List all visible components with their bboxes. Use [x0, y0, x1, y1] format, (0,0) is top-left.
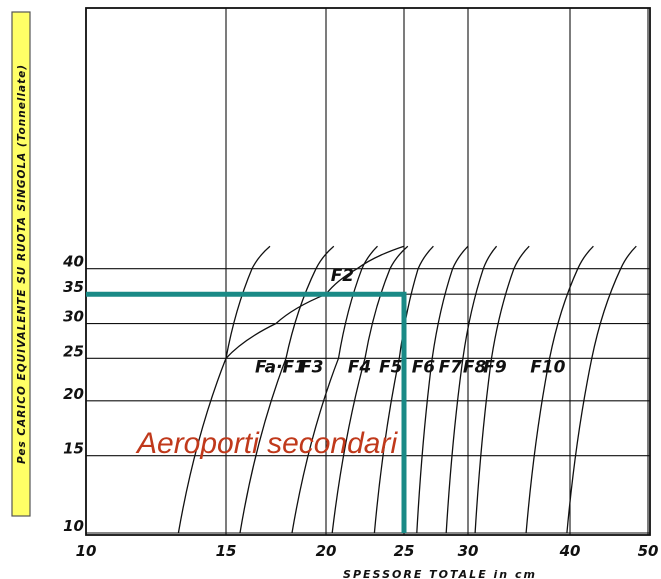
grid — [85, 7, 651, 536]
x-tick-label: 40 — [559, 542, 581, 560]
y-axis-label-box: Pes CARICO EQUIVALENTE SU RUOTA SINGOLA … — [11, 11, 31, 517]
series-line-f10 — [525, 245, 594, 534]
curve-label-fa-f1: Fa·F1 — [255, 358, 306, 378]
x-tick-label: 30 — [458, 542, 479, 560]
y-axis-label-background — [11, 11, 31, 517]
x-tick-label: 10 — [76, 542, 97, 560]
curve-label-f2: F2 — [331, 266, 354, 286]
x-tick-label: 50 — [638, 542, 659, 560]
series-line-f9 — [474, 245, 530, 534]
curve-label-f4: F4 — [348, 358, 371, 378]
curve-label-f9: F9 — [483, 358, 507, 378]
y-tick-label: 40 — [62, 253, 84, 271]
curve-label-f8: F8 — [463, 358, 487, 378]
series-line-f7 — [416, 245, 469, 534]
y-tick-label: 10 — [63, 517, 84, 535]
x-tick-label: 15 — [216, 542, 237, 560]
series-line-f5 — [331, 245, 409, 534]
y-tick-label: 15 — [63, 440, 84, 458]
highlight-path — [86, 291, 407, 533]
series-line-f8 — [445, 245, 498, 534]
y-tick-label: 35 — [63, 278, 84, 296]
series-line-fa-f1 — [177, 245, 271, 534]
series-line-f3 — [239, 245, 335, 534]
y-tick-label: 30 — [63, 308, 84, 326]
x-axis-label: SPESSORE TOTALE in cm — [343, 568, 537, 579]
x-tick-label: 25 — [394, 542, 415, 560]
curve-label-f7: F7 — [439, 358, 463, 378]
overlay-text: Aeroporti secondari — [135, 427, 398, 460]
y-axis-label: Pes CARICO EQUIVALENTE SU RUOTA SINGOLA … — [16, 64, 28, 464]
series-line-f2 — [225, 245, 405, 359]
tick-labels: 10 15 20 25 30 35 40 10 15 20 25 30 40 50 — [62, 253, 658, 560]
curve-label-f10: F10 — [530, 358, 565, 378]
curve-label-f6: F6 — [412, 358, 436, 378]
y-tick-label: 20 — [63, 385, 84, 403]
curve-label-f3: F3 — [300, 358, 323, 378]
series-line-f11 — [566, 245, 637, 534]
x-tick-label: 20 — [316, 542, 337, 560]
series-line-f4 — [291, 245, 378, 534]
y-tick-label: 25 — [63, 342, 84, 360]
curves — [177, 245, 637, 534]
highlight-line — [86, 291, 407, 533]
curve-label-f5: F5 — [379, 358, 402, 378]
